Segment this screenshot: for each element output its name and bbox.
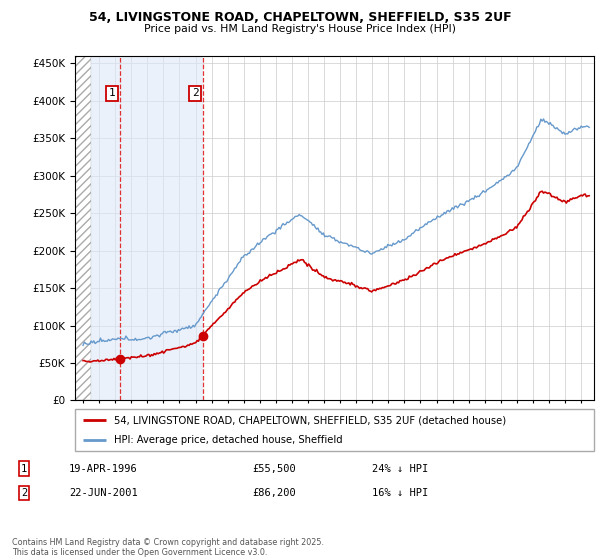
- FancyBboxPatch shape: [75, 409, 594, 451]
- Text: 2: 2: [191, 88, 199, 99]
- Text: 1: 1: [109, 88, 115, 99]
- Text: 19-APR-1996: 19-APR-1996: [69, 464, 138, 474]
- Text: 54, LIVINGSTONE ROAD, CHAPELTOWN, SHEFFIELD, S35 2UF (detached house): 54, LIVINGSTONE ROAD, CHAPELTOWN, SHEFFI…: [114, 415, 506, 425]
- Text: 54, LIVINGSTONE ROAD, CHAPELTOWN, SHEFFIELD, S35 2UF: 54, LIVINGSTONE ROAD, CHAPELTOWN, SHEFFI…: [89, 11, 511, 24]
- Text: 16% ↓ HPI: 16% ↓ HPI: [372, 488, 428, 498]
- Text: HPI: Average price, detached house, Sheffield: HPI: Average price, detached house, Shef…: [114, 435, 343, 445]
- Text: 1: 1: [21, 464, 27, 474]
- Bar: [75, 56, 91, 400]
- Text: 24% ↓ HPI: 24% ↓ HPI: [372, 464, 428, 474]
- Text: £86,200: £86,200: [252, 488, 296, 498]
- Bar: [91, 56, 203, 400]
- Text: 22-JUN-2001: 22-JUN-2001: [69, 488, 138, 498]
- Text: £55,500: £55,500: [252, 464, 296, 474]
- Text: 2: 2: [21, 488, 27, 498]
- Text: Contains HM Land Registry data © Crown copyright and database right 2025.
This d: Contains HM Land Registry data © Crown c…: [12, 538, 324, 557]
- Text: Price paid vs. HM Land Registry's House Price Index (HPI): Price paid vs. HM Land Registry's House …: [144, 24, 456, 34]
